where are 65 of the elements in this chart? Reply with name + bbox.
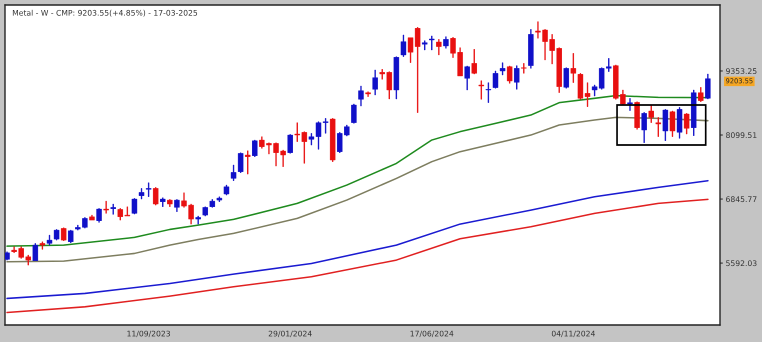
candlestick: [5, 252, 10, 260]
candlestick: [230, 164, 236, 181]
candlestick: [436, 39, 442, 56]
candlestick: [464, 66, 470, 90]
candlestick: [89, 214, 95, 220]
candlestick: [244, 150, 250, 174]
candlestick: [46, 234, 52, 246]
candlestick: [138, 188, 144, 200]
candlestick: [478, 80, 484, 100]
candlestick: [60, 228, 66, 241]
candlestick: [210, 199, 216, 208]
candlestick: [429, 36, 435, 50]
candlestick: [656, 117, 662, 137]
candlestick: [174, 199, 180, 212]
candlestick: [670, 110, 676, 137]
line-series: [6, 180, 709, 300]
line-series: [6, 198, 709, 314]
candlestick: [224, 184, 230, 196]
candlestick: [486, 82, 492, 103]
candlestick: [500, 62, 506, 76]
candlestick: [506, 66, 512, 84]
candlestick: [570, 53, 576, 83]
candlestick: [394, 56, 400, 100]
candlestick: [40, 242, 46, 250]
candlestick: [400, 34, 406, 57]
candlestick: [103, 200, 109, 214]
candlestick: [514, 65, 520, 90]
candlestick: [634, 101, 640, 130]
candlestick: [564, 67, 570, 89]
candlestick: [202, 206, 208, 216]
candlestick: [32, 243, 38, 261]
candlestick: [238, 152, 244, 173]
candlestick: [195, 216, 201, 224]
candlestick: [68, 230, 74, 243]
candlestick: [167, 199, 173, 207]
candlestick: [252, 140, 258, 157]
candlestick: [705, 74, 711, 100]
candlestick: [287, 134, 293, 154]
candlestick: [160, 198, 166, 207]
candlestick: [216, 196, 222, 202]
candlestick: [528, 29, 534, 69]
candlestick: [358, 86, 364, 106]
candlestick: [351, 104, 357, 124]
candlestick: [492, 70, 498, 89]
candlestick: [110, 204, 116, 215]
candlestick: [521, 63, 527, 74]
candlestick: [676, 107, 682, 139]
candlestick: [698, 87, 704, 102]
candlestick: [684, 113, 690, 134]
line-series: [6, 116, 709, 263]
candlestick: [54, 229, 60, 240]
candlestick: [330, 118, 336, 162]
candlestick: [690, 90, 696, 136]
candlestick: [365, 91, 371, 97]
candlestick: [662, 109, 668, 141]
candlestick: [146, 182, 152, 197]
candlestick: [641, 112, 647, 143]
candlestick: [152, 187, 158, 206]
candlestick: [443, 36, 449, 49]
candlestick: [96, 208, 102, 223]
candlestick: [372, 70, 378, 96]
candlestick: [472, 49, 477, 74]
candlestick: [422, 40, 428, 50]
candlestick: [132, 198, 138, 214]
candlestick: [648, 104, 654, 123]
